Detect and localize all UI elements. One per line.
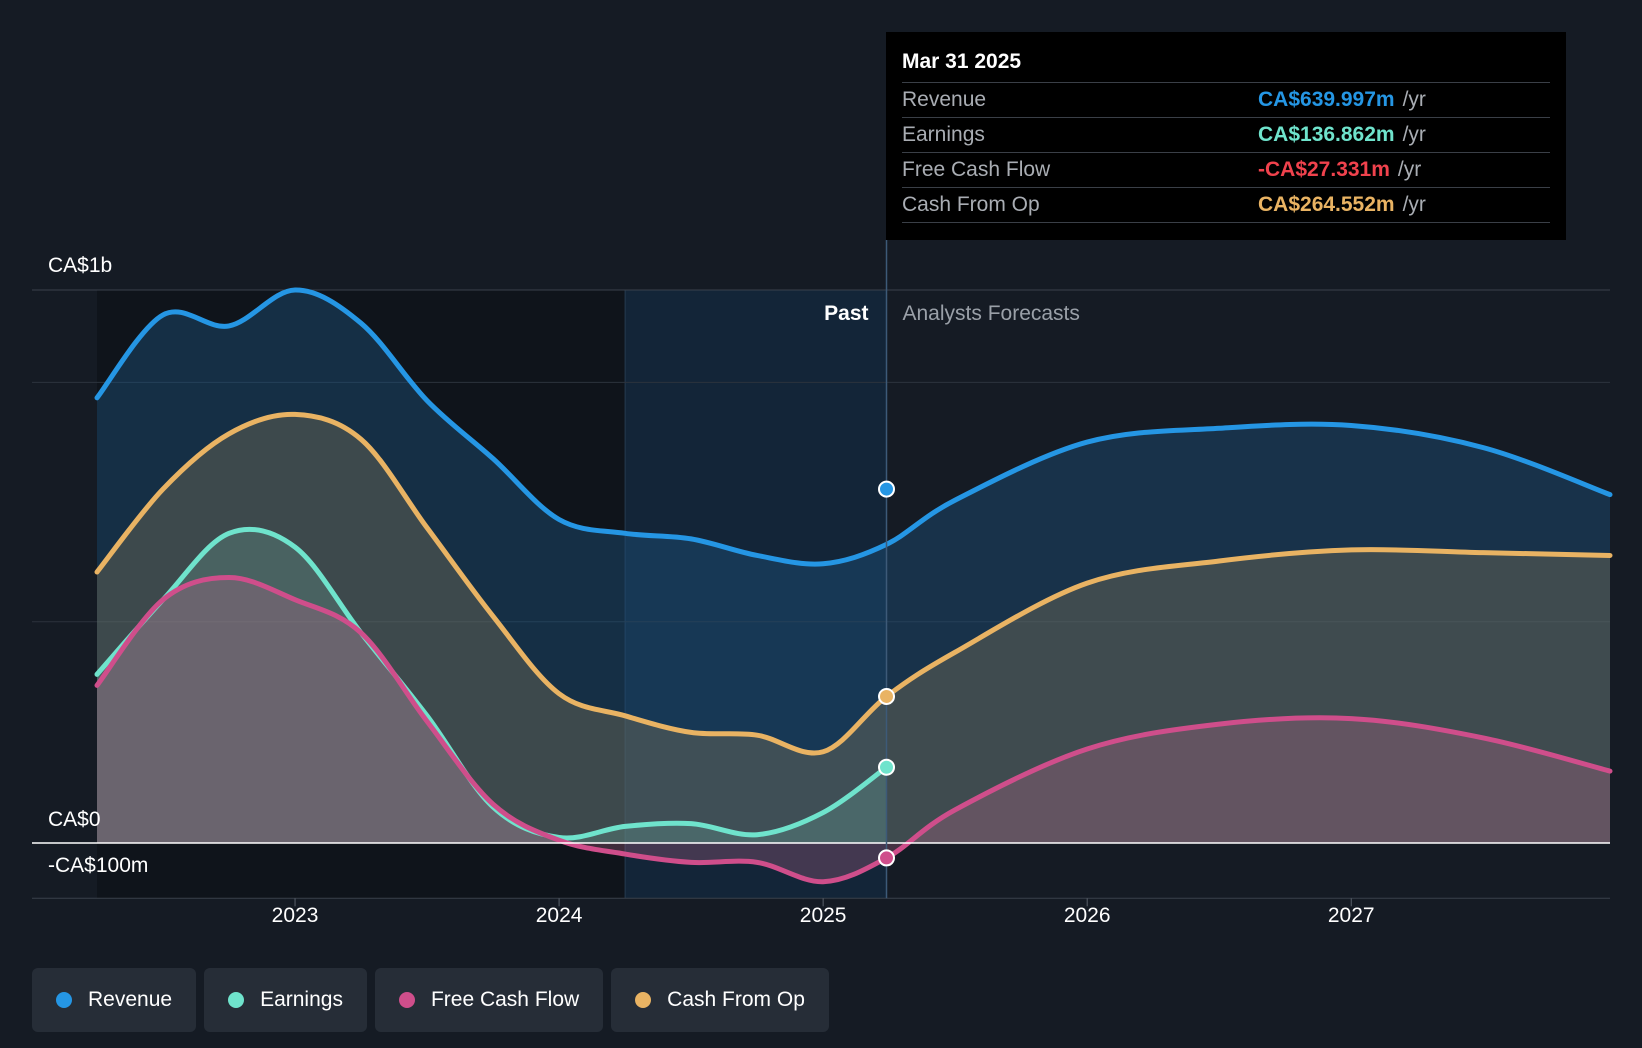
- tooltip-unit: /yr: [1402, 88, 1426, 111]
- y-axis-label: CA$1b: [48, 254, 112, 277]
- area-cash-from-op: [97, 414, 1610, 843]
- tooltip-label: Earnings: [902, 123, 985, 146]
- tooltip-label: Revenue: [902, 88, 987, 111]
- tooltip-value: -CA$27.331m: [1258, 158, 1390, 181]
- legend-label: Revenue: [88, 988, 173, 1011]
- x-tick-label: 2027: [1328, 904, 1375, 927]
- forecast-label: Analysts Forecasts: [903, 302, 1080, 325]
- data-tooltip: Mar 31 2025 Revenue CA$639.997m /yr Earn…: [886, 32, 1566, 240]
- tooltip-value: CA$264.552m: [1258, 193, 1395, 216]
- marker-cash-from-op: [878, 687, 896, 705]
- y-axis-label: -CA$100m: [48, 854, 148, 877]
- legend-item-revenue[interactable]: Revenue: [32, 968, 197, 1032]
- x-tick-label: 2024: [536, 904, 583, 927]
- legend-dot-icon: [398, 992, 415, 1008]
- tooltip-row-cash-from-op: Cash From Op CA$264.552m /yr: [902, 187, 1550, 223]
- tooltip-row-revenue: Revenue CA$639.997m /yr: [902, 82, 1550, 117]
- x-tick-label: 2025: [800, 904, 847, 927]
- tooltip-unit: /yr: [1402, 123, 1426, 146]
- tooltip-value: CA$639.997m: [1258, 88, 1395, 111]
- marker-revenue: [878, 480, 896, 498]
- x-tick-label: 2026: [1064, 904, 1111, 927]
- legend-label: Cash From Op: [667, 988, 805, 1011]
- past-label: Past: [824, 302, 868, 325]
- legend-dot-icon: [635, 992, 652, 1008]
- tooltip-unit: /yr: [1397, 158, 1422, 181]
- legend-item-earnings[interactable]: Earnings: [204, 968, 367, 1032]
- tooltip-unit: /yr: [1402, 193, 1426, 216]
- tooltip-row-free-cash-flow: Free Cash Flow -CA$27.331m /yr: [902, 152, 1550, 187]
- y-axis-label: CA$0: [48, 808, 101, 831]
- legend-dot-icon: [228, 992, 245, 1008]
- tooltip-date: Mar 31 2025: [902, 50, 1022, 73]
- tooltip-value: CA$136.862m: [1258, 123, 1395, 146]
- tooltip-row-earnings: Earnings CA$136.862m /yr: [902, 117, 1550, 152]
- chart-legend: Revenue Earnings Free Cash Flow Cash Fro…: [32, 968, 829, 1032]
- tooltip-label: Free Cash Flow: [902, 158, 1051, 181]
- highlight-band: [625, 290, 887, 899]
- area-free-cash-flow: [97, 577, 1610, 882]
- tooltip-label: Cash From Op: [902, 193, 1040, 216]
- legend-dot-icon: [56, 992, 72, 1008]
- x-tick-label: 2023: [272, 904, 319, 927]
- line-cash-from-op: [94, 411, 1613, 756]
- legend-item-free-cash-flow[interactable]: Free Cash Flow: [374, 968, 604, 1032]
- line-free-cash-flow: [94, 575, 1613, 885]
- marker-earnings: [878, 758, 896, 776]
- legend-label: Earnings: [260, 988, 343, 1011]
- legend-label: Free Cash Flow: [430, 988, 580, 1011]
- legend-item-cash-from-op[interactable]: Cash From Op: [611, 968, 829, 1032]
- area-earnings: [97, 529, 887, 843]
- line-revenue: [94, 287, 1613, 567]
- marker-free-cash-flow: [878, 849, 896, 867]
